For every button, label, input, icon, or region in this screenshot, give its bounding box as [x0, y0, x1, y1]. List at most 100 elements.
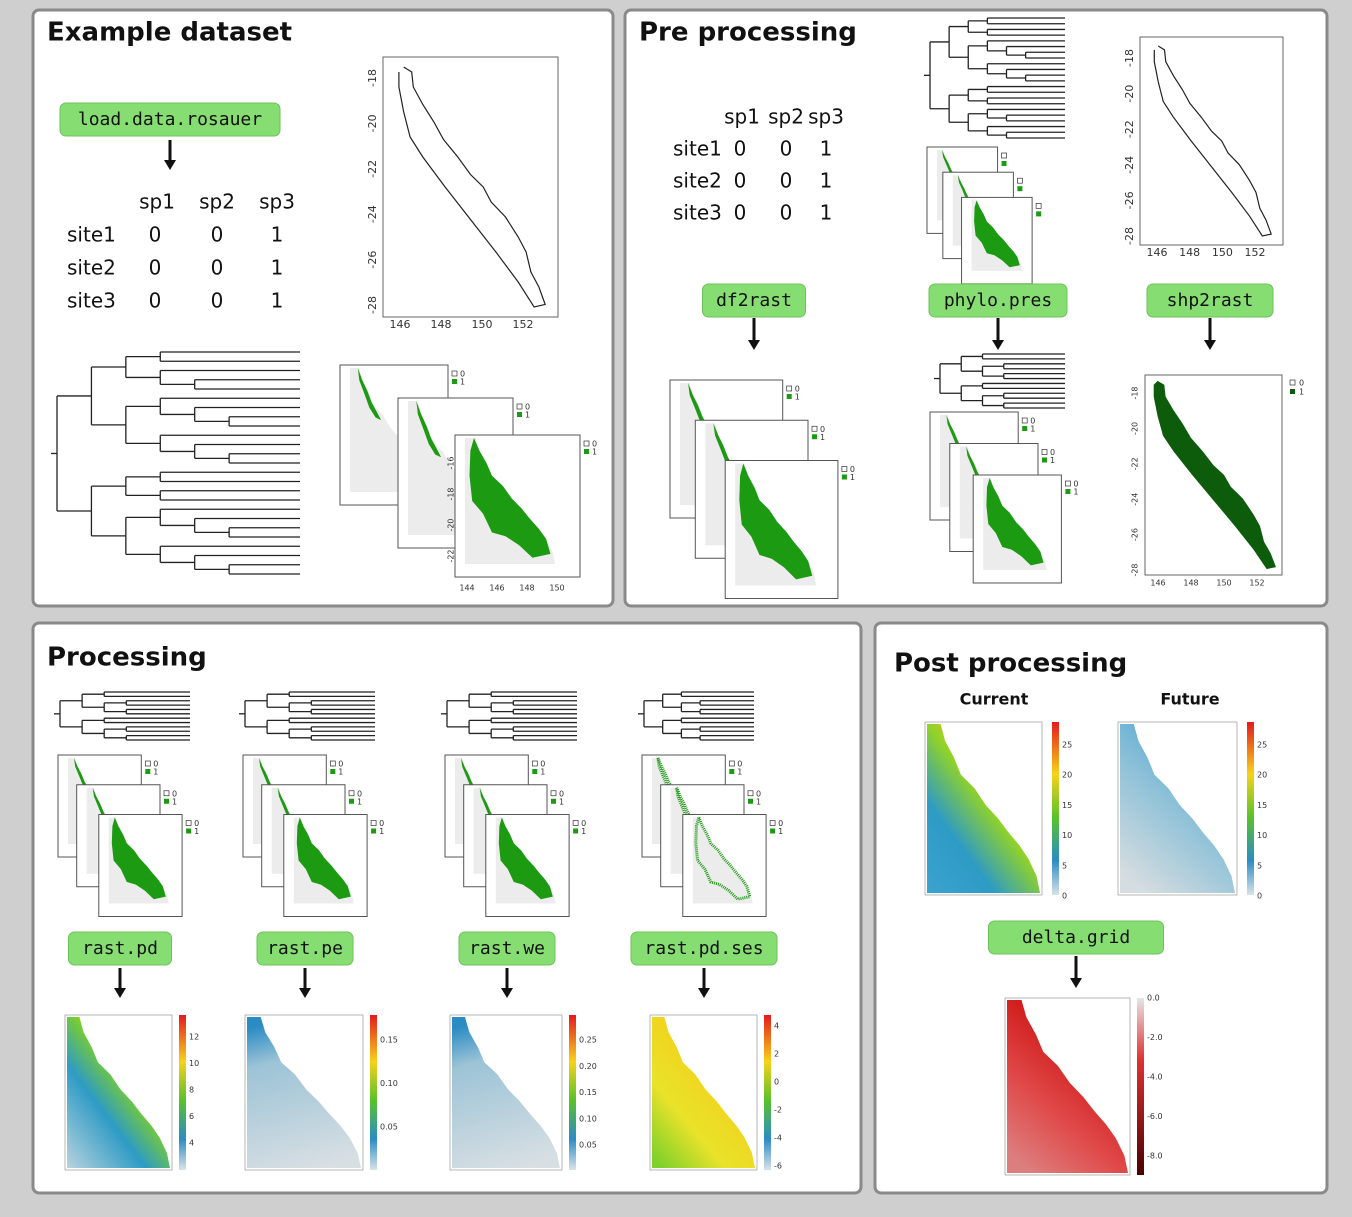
legend-box	[532, 761, 537, 766]
label: sp1	[724, 105, 760, 129]
label: 0	[780, 169, 793, 193]
label: site1	[673, 137, 722, 161]
legend-box	[371, 829, 376, 834]
label: 1	[737, 768, 742, 777]
label: -6.0	[1147, 1112, 1163, 1121]
label: -28	[366, 296, 379, 314]
label: -26	[366, 251, 379, 269]
label: 0.05	[380, 1123, 398, 1132]
label: rast.pd	[82, 938, 158, 959]
label: -22	[1123, 120, 1136, 138]
legend-box	[349, 791, 354, 796]
label: 1	[1299, 388, 1304, 397]
label: 144	[459, 584, 474, 593]
label: rast.pd.ses	[644, 938, 763, 959]
legend-box	[1290, 380, 1295, 385]
label: 0.25	[579, 1036, 597, 1045]
label: 0.05	[579, 1141, 597, 1150]
legend-box	[770, 821, 775, 826]
label: 20	[1062, 771, 1072, 780]
label: -4	[774, 1134, 782, 1143]
legend-box	[842, 467, 847, 472]
label: 1	[540, 768, 545, 777]
colorbar	[1052, 722, 1059, 895]
label: 0	[734, 137, 747, 161]
colorbar	[569, 1015, 576, 1170]
label: sp2	[768, 105, 804, 129]
colorbar	[179, 1015, 186, 1170]
label: -2	[774, 1106, 782, 1115]
label: site1	[67, 223, 116, 247]
label: -22	[366, 160, 379, 178]
label: -24	[366, 205, 379, 223]
label: 0	[149, 256, 162, 280]
label: -18	[366, 69, 379, 87]
legend-box	[330, 761, 335, 766]
label: -2.0	[1147, 1033, 1163, 1042]
label: 0	[149, 289, 162, 313]
label: -24	[1131, 493, 1140, 506]
label: 10	[1062, 831, 1072, 840]
label: -20	[447, 518, 456, 531]
label: 0.10	[380, 1079, 398, 1088]
label: 4	[774, 1022, 779, 1031]
label: -24	[1123, 156, 1136, 174]
label: shp2rast	[1167, 290, 1254, 311]
label: -28	[1123, 227, 1136, 245]
colorbar	[1137, 998, 1144, 1175]
label: 1	[559, 797, 564, 806]
label: -18	[1123, 49, 1136, 67]
legend-box	[532, 769, 537, 774]
label: 1	[525, 411, 530, 420]
legend-box	[812, 434, 817, 439]
label: 0.20	[579, 1062, 597, 1071]
label: -16	[447, 456, 456, 469]
label: -18	[1131, 386, 1140, 399]
colorbar	[764, 1015, 771, 1170]
label: 1	[379, 827, 384, 836]
label: 1	[778, 827, 783, 836]
label: -22	[1131, 457, 1140, 470]
label: 146	[1150, 579, 1165, 588]
colorbar	[370, 1015, 377, 1170]
label: 1	[271, 223, 284, 247]
label: sp3	[259, 190, 295, 214]
label: df2rast	[716, 290, 792, 311]
map-frame	[1140, 37, 1283, 245]
label: 0	[780, 201, 793, 225]
label: 1	[820, 433, 825, 442]
label: site3	[67, 289, 116, 313]
label: 152	[1245, 246, 1266, 259]
legend-box	[1036, 211, 1041, 216]
label: 1	[1073, 488, 1078, 497]
label: Current	[960, 690, 1029, 709]
label: 1	[795, 393, 800, 402]
label: 1	[820, 201, 833, 225]
label: 0.15	[579, 1088, 597, 1097]
label: 1	[194, 827, 199, 836]
label: 0	[211, 256, 224, 280]
legend-box	[573, 821, 578, 826]
label: 0	[211, 289, 224, 313]
label: 146	[489, 584, 504, 593]
label: 1	[460, 378, 465, 387]
legend-box	[812, 426, 817, 431]
legend-box	[164, 791, 169, 796]
label: site2	[673, 169, 722, 193]
label: 10	[189, 1059, 199, 1068]
label: Future	[1160, 690, 1219, 709]
label: 2	[774, 1050, 779, 1059]
label: 0	[1299, 379, 1304, 388]
legend-box	[1065, 489, 1070, 494]
map-frame	[383, 57, 558, 317]
label: Example dataset	[47, 18, 292, 48]
legend-box	[787, 386, 792, 391]
label: 1	[271, 256, 284, 280]
label: 148	[431, 318, 452, 331]
label: 150	[1212, 246, 1233, 259]
label: 15	[1062, 801, 1072, 810]
label: 1	[357, 797, 362, 806]
label: 1	[153, 768, 158, 777]
label: 148	[1179, 246, 1200, 259]
label: 1	[271, 289, 284, 313]
